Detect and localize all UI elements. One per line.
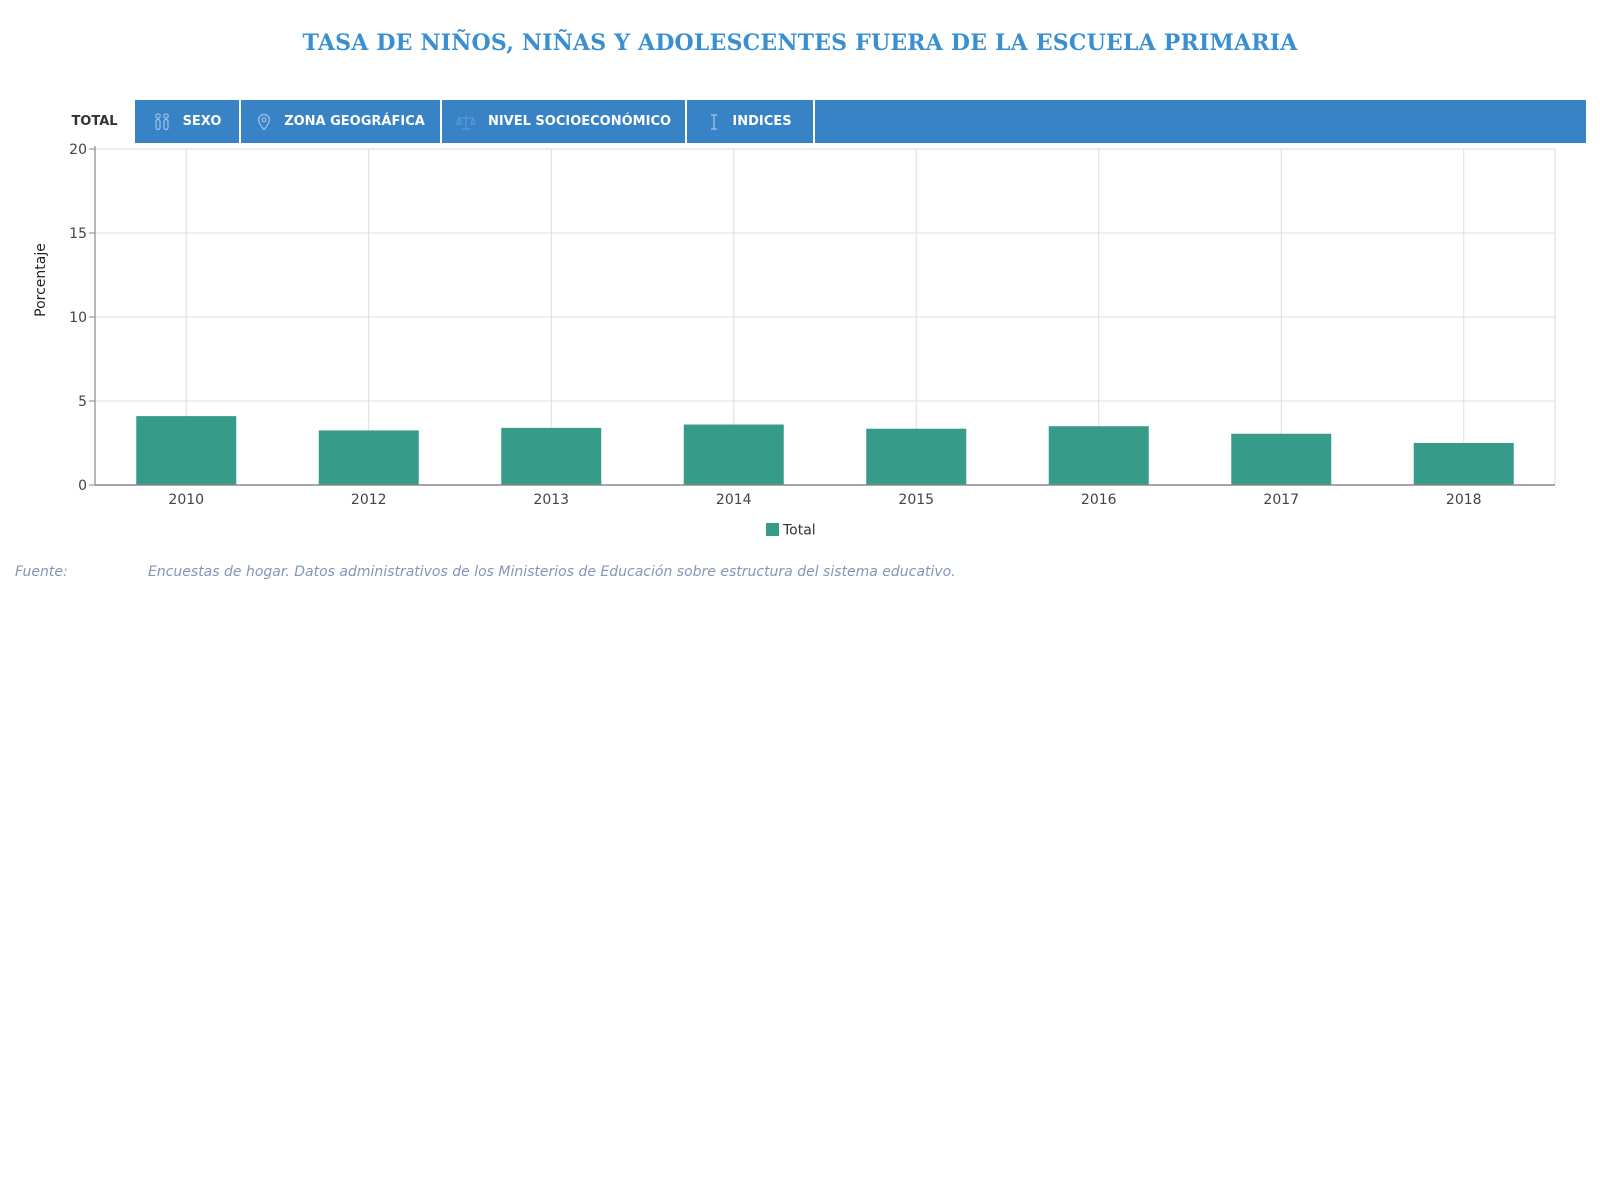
tab-total[interactable]: TOTAL bbox=[54, 100, 135, 143]
y-tick-label: 0 bbox=[78, 478, 87, 494]
tab-bar: TOTAL SEXO ZONA GEOGRÁFICA bbox=[54, 100, 1586, 143]
legend: Total bbox=[766, 523, 816, 539]
tab-sexo[interactable]: SEXO bbox=[135, 100, 241, 143]
x-tick-label: 2018 bbox=[1446, 492, 1482, 508]
x-tick-label: 2013 bbox=[533, 492, 569, 508]
x-tick-label: 2010 bbox=[168, 492, 204, 508]
y-axis-label: Porcentaje bbox=[33, 243, 49, 317]
source-text: Encuestas de hogar. Datos administrativo… bbox=[148, 564, 956, 580]
map-pin-icon bbox=[256, 113, 272, 131]
axes: 0 5 10 15 20 2010 2012 2013 2014 2015 2016 2017 2018 bbox=[69, 142, 1555, 508]
tab-nivel-socioeconomico[interactable]: NIVEL SOCIOECONÓMICO bbox=[442, 100, 687, 143]
bars bbox=[136, 416, 1514, 485]
bar bbox=[866, 428, 967, 485]
tab-indices-label: INDICES bbox=[732, 114, 792, 129]
source-label: Fuente: bbox=[15, 564, 68, 580]
bar bbox=[136, 416, 237, 485]
tab-indices[interactable]: INDICES bbox=[687, 100, 815, 143]
bar bbox=[1048, 426, 1149, 485]
x-tick-label: 2014 bbox=[716, 492, 752, 508]
source-note: Fuente: Encuestas de hogar. Datos adminis… bbox=[15, 564, 1575, 580]
x-tick-label: 2012 bbox=[351, 492, 387, 508]
gender-icon bbox=[153, 112, 171, 131]
x-tick-label: 2015 bbox=[898, 492, 934, 508]
tab-zona-geografica-label: ZONA GEOGRÁFICA bbox=[284, 114, 425, 129]
tab-nivel-socioeconomico-label: NIVEL SOCIOECONÓMICO bbox=[487, 114, 672, 129]
y-tick-label: 10 bbox=[69, 310, 87, 326]
bar bbox=[1231, 433, 1332, 485]
bar bbox=[501, 427, 602, 485]
scale-icon bbox=[456, 113, 476, 131]
bar-chart: 0 5 10 15 20 2010 2012 2013 2014 2015 2016 2017 2018… bbox=[33, 142, 1556, 539]
legend-swatch bbox=[766, 523, 779, 536]
bar bbox=[1413, 443, 1514, 485]
x-tick-label: 2016 bbox=[1081, 492, 1117, 508]
bar bbox=[683, 424, 784, 485]
x-tick-label: 2017 bbox=[1263, 492, 1299, 508]
y-tick-label: 20 bbox=[69, 142, 87, 158]
index-icon bbox=[708, 113, 720, 131]
grid-lines bbox=[95, 148, 1556, 485]
legend-label: Total bbox=[782, 523, 816, 539]
tab-total-label: TOTAL bbox=[71, 114, 118, 129]
tab-bar-background bbox=[135, 100, 1586, 143]
tab-sexo-label: SEXO bbox=[182, 114, 222, 129]
y-tick-label: 15 bbox=[69, 226, 87, 242]
y-tick-label: 5 bbox=[78, 394, 87, 410]
tab-zona-geografica[interactable]: ZONA GEOGRÁFICA bbox=[241, 100, 442, 143]
page-title: TASA DE NIÑOS, NIÑAS Y ADOLESCENTES FUER… bbox=[302, 30, 1298, 56]
bar bbox=[318, 430, 419, 485]
